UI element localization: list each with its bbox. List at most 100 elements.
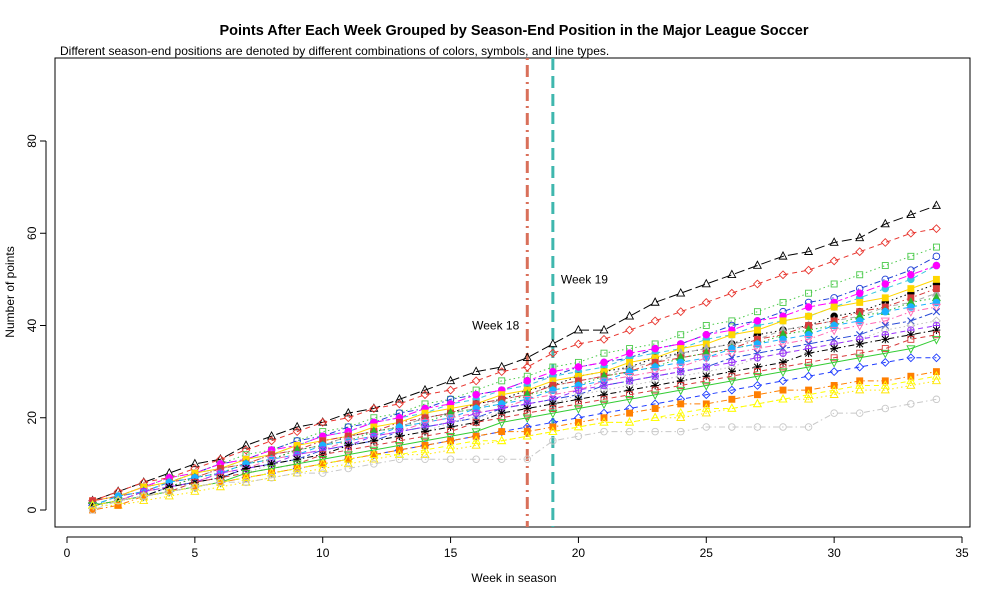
data-point: [498, 428, 506, 436]
data-point: [625, 372, 635, 382]
data-point: [394, 394, 404, 403]
data-point: [446, 423, 455, 431]
data-point: [241, 469, 251, 479]
data-point: [548, 391, 558, 400]
data-point: [804, 389, 814, 398]
data-point: [856, 298, 864, 306]
data-point: [650, 412, 660, 421]
data-point: [855, 384, 865, 394]
data-point: [779, 386, 787, 394]
data-point: [932, 298, 941, 307]
data-point: [369, 436, 378, 445]
data-point: [805, 312, 813, 320]
data-point: [906, 228, 916, 238]
data-point: [471, 366, 481, 375]
data-point: [267, 459, 276, 468]
data-point: [522, 362, 532, 372]
data-point: [573, 421, 583, 431]
data-point: [829, 326, 839, 336]
data-point: [242, 464, 250, 473]
y-tick-label: 80: [25, 134, 39, 148]
data-point: [805, 358, 813, 366]
data-point: [292, 421, 302, 431]
data-point: [626, 409, 634, 417]
data-point: [779, 298, 787, 306]
data-point: [677, 400, 685, 408]
data-point: [343, 458, 353, 468]
data-point: [881, 404, 890, 413]
data-point: [292, 463, 302, 472]
data-point: [779, 349, 787, 357]
data-point: [727, 377, 737, 387]
data-point: [522, 396, 532, 405]
data-point: [318, 456, 328, 465]
data-point: [752, 398, 762, 408]
data-point: [573, 405, 583, 414]
data-point: [471, 435, 481, 445]
data-point: [727, 269, 737, 279]
data-point: [600, 390, 608, 399]
data-point: [651, 405, 659, 412]
y-tick-label: 60: [25, 226, 39, 240]
data-point: [599, 400, 609, 410]
series: [88, 316, 941, 510]
data-point: [548, 426, 558, 435]
data-point: [651, 344, 659, 353]
data-point: [728, 372, 736, 380]
data-point: [522, 414, 532, 424]
data-point: [625, 349, 634, 357]
data-point: [292, 460, 302, 470]
data-point: [676, 367, 685, 376]
data-point: [599, 377, 609, 387]
data-point: [446, 385, 456, 395]
data-point: [855, 354, 865, 364]
chart-title: Points After Each Week Grouped by Season…: [220, 23, 809, 39]
data-point: [625, 377, 634, 385]
series: [89, 331, 940, 509]
series-line: [92, 246, 937, 506]
data-point: [932, 261, 941, 270]
data-point: [676, 412, 686, 421]
data-point: [855, 247, 865, 257]
data-point: [753, 354, 762, 362]
data-point: [599, 334, 609, 344]
data-point: [190, 458, 200, 468]
data-point: [907, 317, 915, 325]
week-annotation-label: Week 18: [472, 319, 519, 333]
data-point: [932, 326, 941, 335]
data-point: [343, 413, 353, 423]
data-point: [318, 417, 328, 427]
series-line: [92, 301, 937, 506]
data-point: [139, 492, 148, 500]
data-point: [190, 481, 200, 491]
data-point: [446, 440, 456, 449]
x-tick-label: 20: [572, 546, 586, 560]
chart-subtitle: Different season-end positions are denot…: [60, 44, 609, 58]
x-tick-label: 5: [192, 546, 199, 560]
series-line: [92, 371, 937, 511]
series: [88, 353, 941, 510]
data-point: [880, 384, 890, 394]
data-point: [932, 275, 940, 283]
data-point: [472, 455, 480, 464]
data-point: [548, 409, 558, 419]
data-point: [932, 307, 941, 316]
data-point: [369, 404, 379, 413]
data-point: [420, 419, 430, 428]
data-point: [880, 349, 890, 359]
data-point: [907, 252, 915, 260]
data-point: [420, 390, 430, 400]
data-point: [727, 403, 737, 412]
data-point: [497, 419, 507, 428]
data-point: [446, 444, 456, 454]
data-point: [267, 436, 277, 446]
data-point: [778, 251, 788, 260]
data-point: [369, 454, 379, 463]
data-point: [880, 357, 890, 367]
data-point: [472, 418, 481, 427]
series: [88, 336, 941, 511]
data-point: [932, 285, 940, 293]
data-point: [830, 354, 838, 362]
data-point: [881, 294, 889, 302]
